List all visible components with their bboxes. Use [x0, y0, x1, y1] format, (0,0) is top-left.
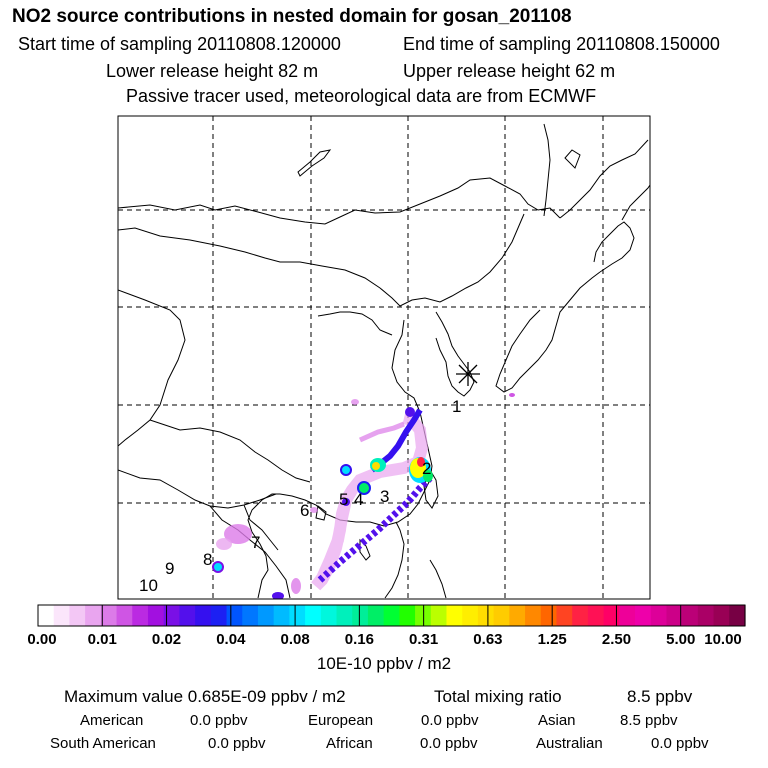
colorbar-swatch	[289, 605, 306, 626]
colorbar-swatch	[493, 605, 510, 626]
colorbar-tick-label: 0.31	[409, 631, 439, 648]
region-value: 0.0 ppbv	[208, 735, 266, 752]
colorbar-swatch	[163, 605, 180, 626]
max-value: Maximum value 0.685E-09 ppbv / m2	[64, 687, 346, 706]
source-label: 5	[339, 490, 348, 509]
colorbar-swatch	[116, 605, 133, 626]
region-value: 0.0 ppbv	[421, 712, 479, 729]
total-mixing-value: 8.5 ppbv	[627, 687, 693, 706]
map-area: 1 2 3 4 5 6 7 8 9 10	[118, 116, 650, 599]
region-name: Australian	[536, 735, 603, 752]
colorbar-unit: 10E-10 ppbv / m2	[316, 654, 452, 673]
colorbar-swatch	[383, 605, 400, 626]
colorbar-tick-label: 5.00	[666, 631, 696, 648]
map-frame	[117, 115, 651, 600]
lower-release-height: Lower release height 82 m	[106, 61, 319, 81]
source-label: 7	[251, 533, 260, 552]
colorbar-tick-label: 0.16	[344, 631, 374, 648]
region-value: 0.0 ppbv	[420, 735, 478, 752]
region-value: 8.5 ppbv	[620, 712, 678, 729]
region-value: 0.0 ppbv	[190, 712, 248, 729]
colorbar-tick-label: 0.63	[473, 631, 503, 648]
start-time: Start time of sampling 20110808.120000	[18, 34, 341, 54]
tracer-note: Passive tracer used, meteorological data…	[126, 86, 597, 106]
colorbar-tick-label: 0.01	[87, 631, 117, 648]
colorbar-swatch	[147, 605, 165, 626]
colorbar-swatch	[100, 605, 118, 626]
region-name: American	[80, 712, 144, 729]
colorbar-tick-label: 10.00	[704, 631, 742, 648]
colorbar-swatch	[399, 605, 416, 626]
colorbar-swatch	[38, 605, 55, 626]
coastlines-borders	[118, 123, 650, 599]
colorbar-swatch	[179, 605, 196, 626]
colorbar-swatch	[53, 605, 71, 626]
colorbar-tick-label: 0.04	[216, 631, 246, 648]
colorbar-swatch	[69, 605, 86, 626]
colorbar-frame	[37, 604, 746, 627]
colorbar-swatch	[273, 605, 290, 626]
colorbar-swatch	[697, 605, 715, 626]
colorbar-swatch	[650, 605, 668, 626]
region-name: South American	[50, 735, 156, 752]
colorbar-swatch	[572, 605, 589, 626]
colorbar-swatch	[446, 605, 463, 626]
colorbar-swatch	[666, 605, 683, 626]
colorbar-swatch	[729, 605, 746, 626]
lat-lon-grid	[118, 116, 650, 599]
colorbar-swatch	[603, 605, 620, 626]
source-label: 4	[354, 490, 363, 509]
region-name: European	[308, 712, 374, 729]
colorbar-swatch	[556, 605, 573, 626]
region-value: 0.0 ppbv	[651, 735, 709, 752]
source-label: 2	[422, 459, 431, 478]
source-label: 8	[203, 550, 212, 569]
colorbar-swatch	[619, 605, 636, 626]
colorbar-tick-label: 0.08	[280, 631, 310, 648]
colorbar-swatch	[132, 605, 149, 626]
colorbar-swatch	[682, 605, 699, 626]
source-label: 1	[452, 397, 461, 416]
colorbar-swatch	[462, 605, 479, 626]
colorbar-swatch	[210, 605, 228, 626]
colorbar-swatch	[336, 605, 353, 626]
colorbar-swatch	[587, 605, 605, 626]
colorbar-tick-label: 2.50	[601, 631, 632, 648]
end-time: End time of sampling 20110808.150000	[403, 34, 720, 54]
colorbar-swatch	[430, 605, 448, 626]
source-label: 6	[300, 501, 309, 520]
region-name: Asian	[538, 712, 576, 729]
colorbar-tick-label: 0.00	[27, 631, 57, 648]
asterisk-receptor-icon	[456, 362, 480, 386]
colorbar-swatch	[85, 605, 102, 626]
colorbar-swatch	[509, 605, 526, 626]
colorbar-swatch	[352, 605, 369, 626]
colorbar-swatch	[305, 605, 322, 626]
colorbar-swatch	[257, 605, 275, 626]
map-title: NO2 source contributions in nested domai…	[12, 6, 572, 27]
colorbar	[38, 605, 746, 626]
colorbar-swatch	[242, 605, 259, 626]
colorbar-swatch	[635, 605, 652, 626]
colorbar-swatch	[226, 605, 243, 626]
source-label: 10	[139, 576, 158, 595]
source-label: 9	[165, 559, 174, 578]
source-labels: 1 2 3 4 5 6 7 8 9 10	[139, 397, 461, 595]
total-mixing-label: Total mixing ratio	[434, 687, 562, 706]
colorbar-tick-label: 0.02	[151, 631, 182, 648]
colorbar-swatch	[195, 605, 212, 626]
colorbar-swatch	[713, 605, 730, 626]
colorbar-swatch	[525, 605, 542, 626]
colorbar-swatch	[477, 605, 495, 626]
colorbar-swatch	[320, 605, 338, 626]
colorbar-swatch	[540, 605, 558, 626]
colorbar-swatch	[367, 605, 385, 626]
no2-plume	[212, 393, 515, 599]
region-name: African	[326, 735, 373, 752]
colorbar-tick-label: 1.25	[537, 631, 567, 648]
upper-release-height: Upper release height 62 m	[403, 61, 616, 81]
source-label: 3	[380, 487, 389, 506]
